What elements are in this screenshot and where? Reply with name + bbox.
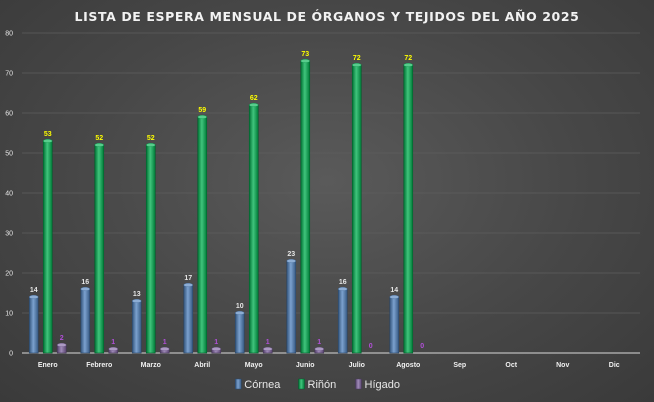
bar-córnea — [131, 300, 142, 354]
bar-riñón — [42, 140, 53, 354]
bar-top — [80, 287, 90, 292]
x-tick-label: Enero — [38, 362, 58, 369]
y-tick-label: 60 — [5, 111, 13, 118]
data-label: 62 — [250, 95, 258, 102]
bar-top — [57, 343, 67, 348]
data-label: 0 — [420, 343, 424, 350]
data-label: 72 — [353, 55, 361, 62]
data-label: 23 — [287, 251, 295, 258]
data-label: 1 — [317, 339, 321, 346]
legend-swatch — [355, 378, 362, 390]
bar-riñón — [197, 116, 208, 354]
bar-riñón — [403, 64, 414, 354]
data-label: 72 — [404, 55, 412, 62]
data-label: 0 — [369, 343, 373, 350]
bar-riñón — [248, 104, 259, 354]
y-tick-label: 40 — [5, 191, 13, 198]
bar-top — [263, 347, 273, 352]
x-tick-label: Oct — [505, 362, 517, 369]
data-label: 53 — [44, 131, 52, 138]
data-label: 16 — [339, 279, 347, 286]
y-tick-label: 10 — [5, 311, 13, 318]
data-label: 1 — [111, 339, 115, 346]
y-tick-label: 80 — [5, 31, 13, 38]
legend-label: Córnea — [244, 379, 281, 391]
x-tick-label: Agosto — [396, 362, 420, 369]
x-tick-label: Dic — [609, 362, 620, 369]
data-label: 1 — [266, 339, 270, 346]
x-tick-label: Nov — [556, 362, 569, 369]
bar-top — [403, 63, 413, 68]
y-tick-label: 20 — [5, 271, 13, 278]
bar-top — [211, 347, 221, 352]
bar-top — [197, 114, 207, 119]
legend-label: Riñón — [308, 379, 337, 391]
x-tick-label: Mayo — [245, 362, 263, 369]
data-label: 2 — [60, 335, 64, 342]
bar-riñón — [300, 60, 311, 354]
data-label: 10 — [236, 303, 244, 310]
bar-córnea — [183, 284, 194, 354]
data-label: 13 — [133, 291, 141, 298]
legend-label: Hígado — [365, 379, 400, 391]
y-tick-label: 50 — [5, 151, 13, 158]
bar-top — [29, 295, 39, 300]
data-label: 52 — [147, 135, 155, 142]
x-tick-label: Marzo — [141, 362, 161, 369]
x-tick-label: Sep — [453, 362, 466, 369]
x-tick-label: Abril — [194, 362, 210, 369]
bar-top — [300, 59, 310, 64]
x-tick-label: Julio — [349, 362, 365, 369]
x-tick-label: Junio — [296, 362, 315, 369]
legend-swatch — [235, 378, 242, 390]
bar-top — [43, 138, 53, 143]
bar-top — [183, 283, 193, 288]
bar-córnea — [389, 296, 400, 354]
bar-córnea — [80, 288, 91, 354]
legend-swatch — [298, 378, 305, 390]
data-label: 14 — [30, 287, 38, 294]
bar-top — [286, 259, 296, 264]
bar-top — [132, 299, 142, 304]
bar-top — [352, 63, 362, 68]
y-tick-label: 70 — [5, 71, 13, 78]
bar-top — [338, 287, 348, 292]
data-label: 73 — [301, 51, 309, 58]
bar-riñón — [94, 144, 105, 354]
data-label: 1 — [214, 339, 218, 346]
bar-top — [146, 142, 156, 147]
y-tick-label: 0 — [9, 351, 13, 358]
bar-top — [108, 347, 118, 352]
bar-top — [235, 311, 245, 316]
x-tick-label: Febrero — [86, 362, 112, 369]
chart-title: LISTA DE ESPERA MENSUAL DE ÓRGANOS Y TEJ… — [74, 9, 580, 24]
bar-top — [314, 347, 324, 352]
data-label: 16 — [81, 279, 89, 286]
bar-top — [249, 102, 259, 107]
bar-top — [160, 347, 170, 352]
data-label: 14 — [390, 287, 398, 294]
bar-top — [94, 142, 104, 147]
y-tick-label: 30 — [5, 231, 13, 238]
data-label: 59 — [198, 107, 206, 114]
data-label: 1 — [163, 339, 167, 346]
bar-córnea — [286, 260, 297, 354]
bar-top — [389, 295, 399, 300]
bar-córnea — [337, 288, 348, 354]
bar-córnea — [234, 312, 245, 354]
bar-riñón — [351, 64, 362, 354]
data-label: 52 — [95, 135, 103, 142]
data-label: 17 — [184, 275, 192, 282]
bar-córnea — [28, 296, 39, 354]
bar-riñón — [145, 144, 156, 354]
